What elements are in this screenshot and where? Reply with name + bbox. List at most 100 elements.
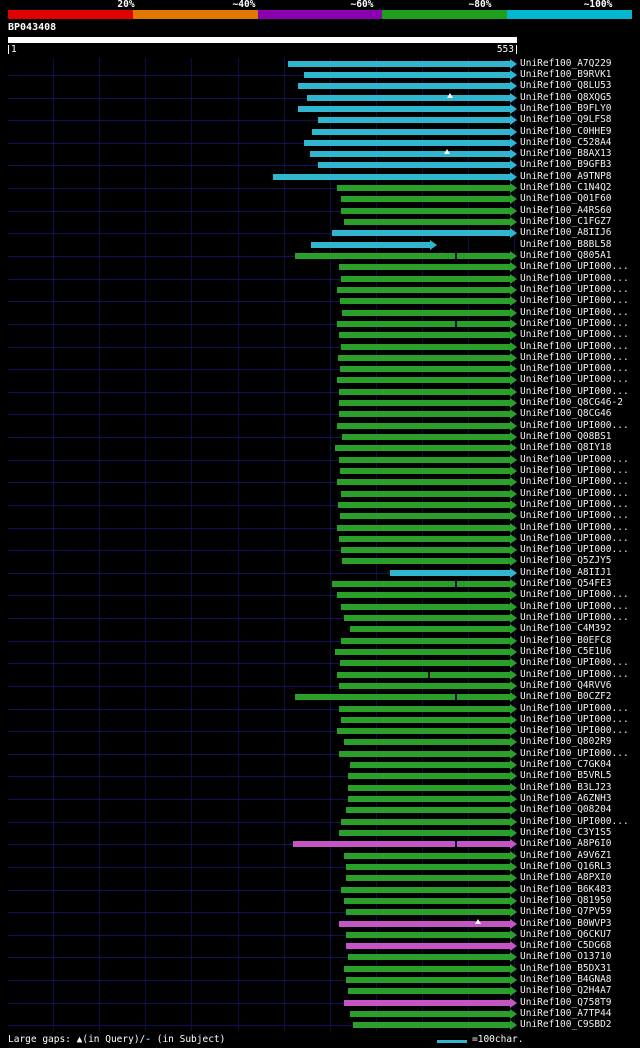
hit-label[interactable]: UniRef100_B9GFB3: [520, 159, 612, 171]
hit-label[interactable]: UniRef100_B0CZF2: [520, 691, 612, 703]
hit-bar[interactable]: [272, 173, 510, 180]
hit-label[interactable]: UniRef100_A9TNP8: [520, 170, 612, 182]
hit-label[interactable]: UniRef100_UPI000...: [520, 544, 629, 556]
hit-bar[interactable]: [288, 60, 510, 67]
hit-label[interactable]: UniRef100_Q8LU53: [520, 80, 612, 92]
hit-label[interactable]: UniRef100_UPI000...: [520, 532, 629, 544]
hit-label[interactable]: UniRef100_B5VRL5: [520, 770, 612, 782]
hit-bar[interactable]: [340, 490, 510, 497]
hit-label[interactable]: UniRef100_UPI000...: [520, 487, 629, 499]
hit-bar[interactable]: [309, 151, 510, 158]
hit-bar[interactable]: [340, 207, 510, 214]
hit-bar[interactable]: [346, 931, 510, 938]
hit-label[interactable]: UniRef100_B6K483: [520, 883, 612, 895]
hit-bar[interactable]: [339, 750, 510, 757]
hit-bar[interactable]: [337, 728, 510, 735]
hit-label[interactable]: UniRef100_A7Q229: [520, 57, 612, 69]
hit-label[interactable]: UniRef100_B8BL58: [520, 238, 612, 250]
hit-bar[interactable]: [343, 897, 510, 904]
hit-label[interactable]: UniRef100_Q5ZJY5: [520, 555, 612, 567]
hit-label[interactable]: UniRef100_Q8XQG5: [520, 91, 612, 103]
hit-bar[interactable]: [338, 354, 510, 361]
hit-bar[interactable]: [339, 660, 510, 667]
hit-bar[interactable]: [339, 411, 510, 418]
hit-bar[interactable]: [340, 603, 510, 610]
hit-label[interactable]: UniRef100_Q805A1: [520, 249, 612, 261]
hit-bar[interactable]: [335, 648, 510, 655]
hit-bar[interactable]: [343, 965, 510, 972]
hit-bar[interactable]: [343, 219, 510, 226]
hit-bar[interactable]: [303, 71, 510, 78]
hit-label[interactable]: UniRef100_UPI000...: [520, 317, 629, 329]
hit-bar[interactable]: [317, 117, 510, 124]
hit-label[interactable]: UniRef100_Q802R9: [520, 736, 612, 748]
hit-label[interactable]: UniRef100_Q8CG46-2: [520, 397, 623, 409]
hit-label[interactable]: UniRef100_Q01F60: [520, 193, 612, 205]
hit-bar[interactable]: [346, 875, 510, 882]
hit-bar[interactable]: [346, 943, 510, 950]
hit-label[interactable]: UniRef100_B9FLY0: [520, 102, 612, 114]
hit-label[interactable]: UniRef100_UPI000...: [520, 476, 629, 488]
hit-label[interactable]: UniRef100_C4M392: [520, 623, 612, 635]
hit-bar[interactable]: [337, 377, 510, 384]
hit-label[interactable]: UniRef100_Q08204: [520, 804, 612, 816]
hit-bar[interactable]: [306, 94, 510, 101]
hit-label[interactable]: UniRef100_Q8IY18: [520, 442, 612, 454]
hit-bar[interactable]: [341, 558, 510, 565]
hit-bar[interactable]: [339, 830, 510, 836]
hit-bar[interactable]: [337, 422, 510, 429]
hit-bar[interactable]: [339, 388, 510, 395]
hit-bar[interactable]: [339, 298, 510, 305]
hit-bar[interactable]: [339, 920, 510, 927]
hit-bar[interactable]: [340, 275, 510, 282]
hit-bar[interactable]: [311, 241, 430, 248]
hit-bar[interactable]: [352, 1022, 510, 1029]
hit-label[interactable]: UniRef100_B0EFC8: [520, 634, 612, 646]
hit-bar[interactable]: [337, 185, 510, 192]
hit-label[interactable]: UniRef100_B9RVK1: [520, 68, 612, 80]
hit-bar[interactable]: [346, 807, 510, 814]
hit-bar[interactable]: [340, 886, 510, 893]
hit-bar[interactable]: [298, 105, 510, 112]
hit-label[interactable]: UniRef100_O13710: [520, 951, 612, 963]
hit-label[interactable]: UniRef100_UPI000...: [520, 668, 629, 680]
hit-label[interactable]: UniRef100_A7TP44: [520, 1008, 612, 1020]
hit-bar[interactable]: [350, 626, 510, 633]
hit-label[interactable]: UniRef100_Q8CG46: [520, 408, 612, 420]
hit-bar[interactable]: [341, 434, 510, 441]
hit-label[interactable]: UniRef100_C9SBD2: [520, 1019, 612, 1031]
hit-label[interactable]: UniRef100_C3Y1S5: [520, 827, 612, 838]
hit-label[interactable]: UniRef100_UPI000...: [520, 725, 629, 737]
hit-bar[interactable]: [303, 139, 510, 146]
hit-bar[interactable]: [339, 535, 510, 542]
hit-bar[interactable]: [294, 252, 510, 259]
hit-label[interactable]: UniRef100_Q54FE3: [520, 578, 612, 590]
hit-label[interactable]: UniRef100_A6ZNH3: [520, 793, 612, 805]
hit-label[interactable]: UniRef100_UPI000...: [520, 385, 629, 397]
hit-bar[interactable]: [348, 784, 510, 791]
hit-bar[interactable]: [340, 196, 510, 203]
hit-label[interactable]: UniRef100_UPI000...: [520, 419, 629, 431]
hit-bar[interactable]: [389, 569, 510, 576]
hit-label[interactable]: UniRef100_UPI000...: [520, 363, 629, 375]
hit-bar[interactable]: [350, 762, 510, 769]
hit-label[interactable]: UniRef100_Q9LFS8: [520, 114, 612, 126]
hit-bar[interactable]: [331, 581, 510, 588]
hit-bar[interactable]: [337, 479, 510, 486]
hit-label[interactable]: UniRef100_UPI000...: [520, 521, 629, 533]
hit-label[interactable]: UniRef100_Q2H4A7: [520, 985, 612, 997]
hit-label[interactable]: UniRef100_UPI000...: [520, 747, 629, 759]
hit-label[interactable]: UniRef100_UPI000...: [520, 657, 629, 669]
hit-label[interactable]: UniRef100_UPI000...: [520, 713, 629, 725]
hit-bar[interactable]: [337, 671, 510, 678]
hit-label[interactable]: UniRef100_Q7PV59: [520, 906, 612, 918]
hit-label[interactable]: UniRef100_C5DG68: [520, 940, 612, 952]
hit-bar[interactable]: [348, 954, 510, 961]
hit-label[interactable]: UniRef100_UPI000...: [520, 351, 629, 363]
hit-bar[interactable]: [346, 977, 510, 984]
hit-bar[interactable]: [337, 524, 510, 531]
hit-bar[interactable]: [343, 739, 510, 746]
hit-bar[interactable]: [346, 909, 510, 916]
hit-label[interactable]: UniRef100_UPI000...: [520, 261, 629, 273]
hit-bar[interactable]: [331, 230, 510, 237]
